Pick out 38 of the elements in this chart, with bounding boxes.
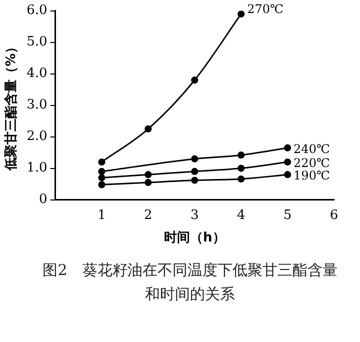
y-tick-label: 4.0: [26, 66, 48, 82]
x-tick-label: 1: [98, 208, 106, 223]
caption: 图2 葵花籽油在不同温度下低聚甘三酯含量和时间的关系: [42, 260, 338, 305]
point: [284, 158, 292, 166]
y-tick-label: 1.0: [26, 160, 48, 176]
series-label: 190℃: [294, 168, 330, 183]
x-tick-label: 3: [190, 208, 199, 223]
point: [98, 158, 106, 166]
x-axis-title: 时间（h）: [164, 230, 226, 246]
point: [238, 175, 245, 183]
y-tick-label: 6.0: [26, 3, 48, 18]
series-label: 240℃: [294, 142, 330, 156]
x-tick-label: 2: [144, 208, 152, 223]
y-axis-title: 低聚甘三酯含量（%）: [3, 40, 20, 172]
y-tick-label: 0: [38, 192, 48, 208]
point: [144, 178, 152, 186]
point: [98, 181, 106, 188]
point: [191, 168, 198, 175]
point: [238, 164, 245, 172]
point: [98, 174, 106, 182]
x-tick-label: 5: [283, 208, 292, 223]
y-tick-label: 5.0: [26, 34, 48, 50]
x-tick-label: 4: [236, 208, 246, 223]
point: [191, 176, 198, 184]
point: [238, 10, 245, 18]
x-tick-label: 6: [330, 208, 338, 223]
y-tick-label: 2.0: [26, 129, 48, 144]
point: [191, 155, 198, 162]
point: [144, 171, 152, 178]
point: [144, 125, 152, 132]
point: [98, 168, 106, 175]
series-label: 270℃: [247, 2, 284, 16]
point: [284, 144, 292, 152]
series-label: 220℃: [294, 156, 330, 170]
point: [284, 171, 292, 178]
point: [191, 76, 198, 84]
point: [238, 152, 245, 159]
y-tick-label: 3.0: [26, 98, 48, 113]
